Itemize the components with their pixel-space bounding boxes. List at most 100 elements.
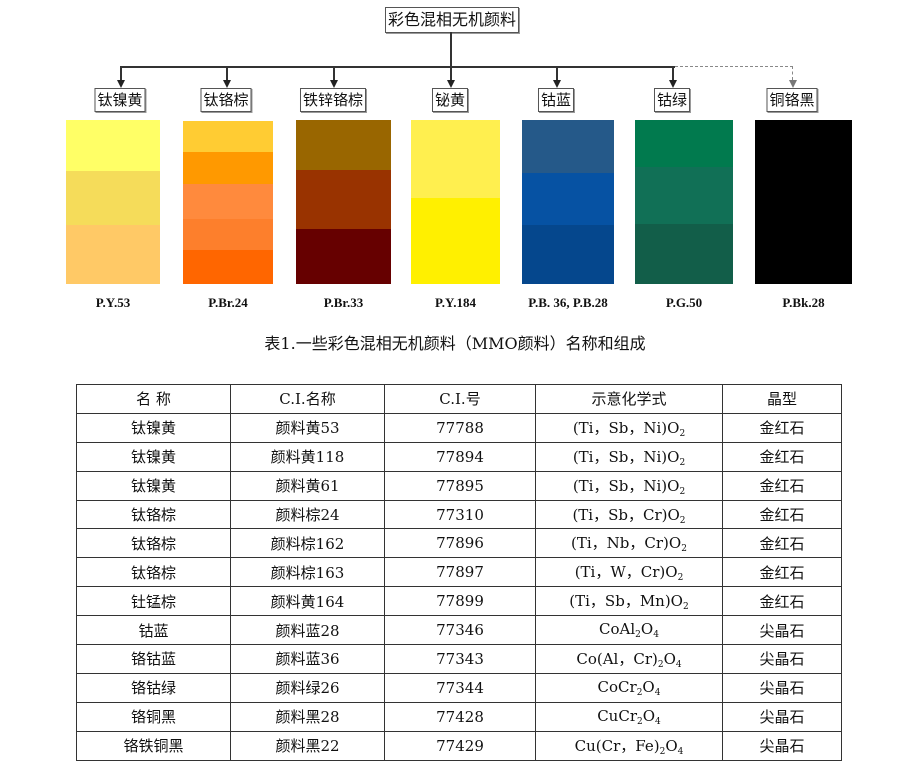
cell-ci-number: 77897 (384, 557, 536, 588)
branch-line (120, 66, 675, 68)
formula-subscript: 4 (675, 659, 682, 670)
cell-formula: (Ti，Sb，Ni)O2 (535, 412, 723, 443)
table-header-row: 名 称 C.I.名称 C.I.号 示意化学式 晶型 (76, 384, 842, 414)
table-row: 铬铁铜黑 颜料黑22 77429 Cu(Cr，Fe)2O4 尖晶石 (76, 730, 842, 761)
child-node: 钴绿 (653, 88, 691, 112)
formula-subscript: 2 (681, 544, 687, 555)
cell-formula: (Ti，Nb，Cr)O2 (535, 528, 723, 559)
swatch-segment (411, 120, 500, 198)
formula-text: O (642, 706, 656, 725)
formula-subscript: 2 (679, 428, 686, 439)
formula-text: Cu(Cr，Fe) (574, 736, 660, 755)
root-node: 彩色混相无机颜料 (384, 7, 520, 33)
cell-formula: Co(Al，Cr)2O4 (535, 644, 723, 674)
cell-name: 铬钴绿 (76, 672, 231, 703)
table-row: 钛镍黄 颜料黄53 77788 (Ti，Sb，Ni)O2 金红石 (76, 412, 842, 443)
arrow-down-icon (116, 80, 125, 88)
swatch-segment (522, 173, 614, 225)
cell-name: 铬铜黑 (76, 701, 231, 732)
branch-connector (226, 66, 228, 80)
cell-name: 钴蓝 (76, 615, 231, 646)
cell-name: 钛铬棕 (76, 557, 231, 588)
cell-formula: CuCr2O4 (535, 701, 723, 732)
branch-connector (450, 66, 452, 80)
swatch-segment (296, 229, 391, 284)
color-swatch (522, 120, 614, 284)
cell-ci-name: 颜料黑22 (230, 730, 385, 761)
cell-ci-name: 颜料蓝36 (230, 644, 385, 674)
table-caption: 表1.一些彩色混相无机颜料（MMO颜料）名称和组成 (264, 334, 646, 353)
cell-ci-number: 77899 (384, 586, 536, 617)
table-row: 钛铬棕 颜料棕162 77896 (Ti，Nb，Cr)O2 金红石 (76, 528, 842, 559)
formula-subscript: 4 (653, 630, 659, 641)
cell-ci-name: 颜料棕163 (230, 557, 385, 588)
formula-subscript: 2 (636, 687, 643, 698)
color-swatch (296, 120, 391, 284)
formula-subscript: 2 (679, 457, 686, 468)
dashed-branch-line (675, 66, 793, 67)
cell-formula: (Ti，Sb，Cr)O2 (535, 499, 723, 530)
cell-crystal: 尖晶石 (722, 672, 842, 703)
swatch-segment (522, 120, 614, 173)
formula-subscript: 2 (637, 716, 643, 727)
child-node: 钴蓝 (537, 88, 575, 112)
cell-ci-number: 77343 (384, 644, 536, 674)
cell-crystal: 尖晶石 (722, 730, 842, 761)
table-row: 钛镍黄 颜料黄118 77894 (Ti，Sb，Ni)O2 金红石 (76, 441, 842, 472)
cell-name: 钛铬棕 (76, 528, 231, 559)
cell-formula: (Ti，W，Cr)O2 (535, 557, 723, 588)
cell-ci-number: 77788 (384, 412, 536, 443)
cell-formula: (Ti，Sb，Mn)O2 (535, 586, 723, 617)
branch-connector (672, 66, 674, 80)
formula-text: (Ti，Sb，Mn)O (569, 592, 683, 611)
cell-ci-number: 77310 (384, 499, 536, 530)
table-row: 钛铬棕 颜料棕163 77897 (Ti，W，Cr)O2 金红石 (76, 557, 842, 588)
swatch-segment (296, 170, 391, 229)
pigment-table: 名 称 C.I.名称 C.I.号 示意化学式 晶型 钛镍黄 颜料黄53 77788(… (76, 384, 842, 761)
cell-crystal: 尖晶石 (722, 701, 842, 732)
swatch-segment (635, 120, 733, 167)
cell-name: 铬铁铜黑 (76, 730, 231, 761)
cell-formula: CoAl2O4 (535, 615, 723, 646)
swatch-segment (411, 198, 500, 284)
cell-formula: (Ti，Sb，Ni)O2 (535, 470, 723, 501)
cell-name: 钛镍黄 (76, 412, 231, 443)
swatch-segment (635, 224, 733, 284)
cell-ci-number: 77894 (384, 441, 536, 472)
table-row: 铬铜黑 颜料黑28 77428 CuCr2O4 尖晶石 (76, 701, 842, 732)
color-swatch (183, 121, 273, 284)
branch-connector (120, 66, 122, 80)
child-node: 铁锌铬棕 (299, 88, 367, 112)
formula-subscript: 2 (635, 630, 641, 641)
cell-ci-name: 颜料棕24 (230, 499, 385, 530)
cell-ci-name: 颜料黄53 (230, 412, 385, 443)
formula-text: (Ti，Sb，Ni)O (572, 476, 680, 495)
swatch-segment (66, 171, 160, 225)
formula-text: (Ti，Sb，Ni)O (572, 418, 680, 437)
branch-connector (556, 66, 558, 80)
formula-text: Co(Al，Cr) (576, 649, 658, 668)
pigment-code: P.Br.24 (208, 295, 248, 310)
cell-ci-name: 颜料棕162 (230, 528, 385, 559)
dashed-branch-drop (792, 66, 793, 80)
cell-formula: Cu(Cr，Fe)2O4 (535, 730, 723, 761)
arrow-down-icon (329, 80, 338, 88)
child-node: 铜铬黑 (766, 88, 818, 112)
table-row: 钍锰棕 颜料黄164 77899 (Ti，Sb，Mn)O2 金红石 (76, 586, 842, 617)
header-ci-name: C.I.名称 (230, 384, 385, 414)
cell-formula: CoCr2O4 (535, 672, 723, 703)
formula-subscript: 4 (655, 716, 661, 727)
arrow-down-icon (446, 80, 455, 88)
formula-subscript: 4 (654, 687, 661, 698)
formula-subscript: 2 (659, 746, 666, 757)
swatch-segment (183, 219, 273, 250)
cell-ci-name: 颜料蓝28 (230, 615, 385, 646)
cell-name: 铬钴蓝 (76, 644, 231, 674)
arrow-down-icon (668, 80, 677, 88)
cell-crystal: 金红石 (722, 441, 842, 472)
formula-text: (Ti，Sb，Ni)O (572, 447, 680, 466)
cell-ci-name: 颜料黄164 (230, 586, 385, 617)
cell-formula: (Ti，Sb，Ni)O2 (535, 441, 723, 472)
color-swatch (755, 120, 852, 284)
formula-subscript: 2 (679, 515, 686, 526)
